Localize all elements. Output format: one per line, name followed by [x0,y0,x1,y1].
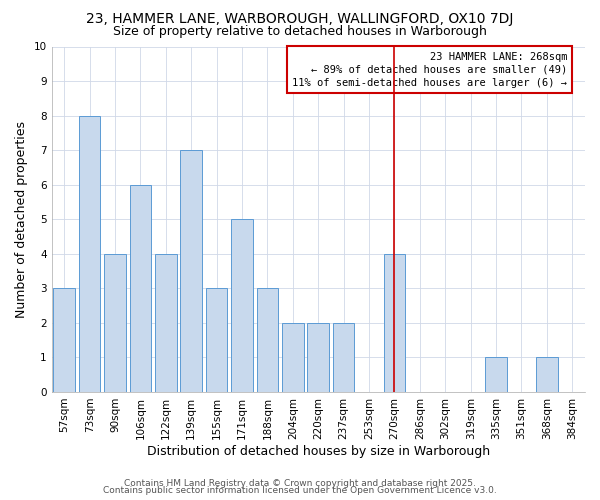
Y-axis label: Number of detached properties: Number of detached properties [15,120,28,318]
Text: 23 HAMMER LANE: 268sqm
← 89% of detached houses are smaller (49)
11% of semi-det: 23 HAMMER LANE: 268sqm ← 89% of detached… [292,52,567,88]
Text: Contains HM Land Registry data © Crown copyright and database right 2025.: Contains HM Land Registry data © Crown c… [124,478,476,488]
Bar [333,323,355,392]
Text: 23, HAMMER LANE, WARBOROUGH, WALLINGFORD, OX10 7DJ: 23, HAMMER LANE, WARBOROUGH, WALLINGFORD… [86,12,514,26]
Bar [383,254,405,392]
Bar [536,358,557,392]
Bar [485,358,507,392]
Bar [130,184,151,392]
Text: Contains public sector information licensed under the Open Government Licence v3: Contains public sector information licen… [103,486,497,495]
Bar [307,323,329,392]
Bar [104,254,126,392]
Bar [181,150,202,392]
Bar [155,254,176,392]
Bar [79,116,100,392]
X-axis label: Distribution of detached houses by size in Warborough: Distribution of detached houses by size … [147,444,490,458]
Bar [206,288,227,392]
Bar [257,288,278,392]
Bar [53,288,75,392]
Bar [231,219,253,392]
Bar [282,323,304,392]
Text: Size of property relative to detached houses in Warborough: Size of property relative to detached ho… [113,25,487,38]
